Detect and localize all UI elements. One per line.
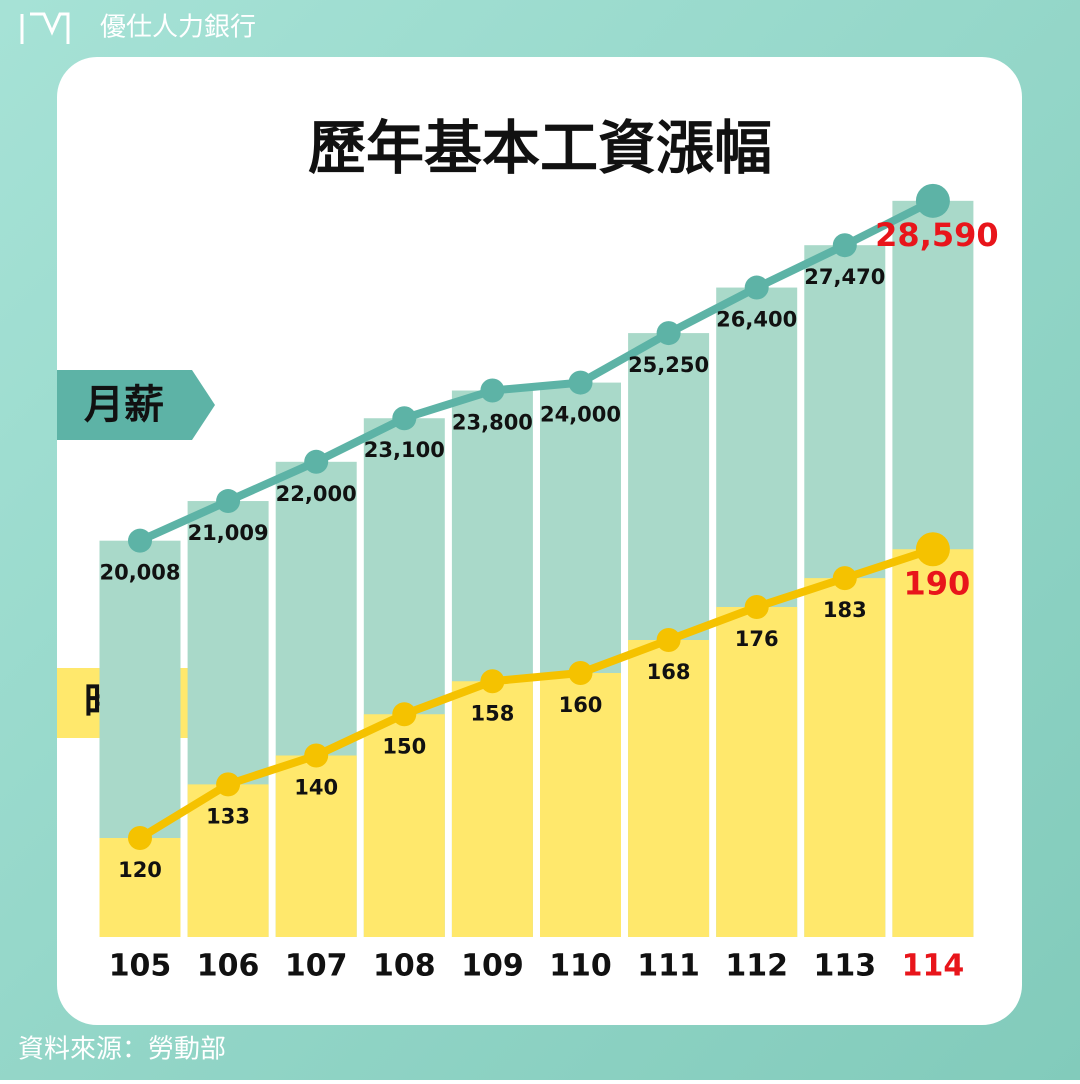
x-tick-label: 112 xyxy=(725,949,788,984)
data-label: 140 xyxy=(294,776,338,800)
data-label: 22,000 xyxy=(276,482,357,506)
data-label: 24,000 xyxy=(540,403,621,427)
point xyxy=(480,669,505,694)
data-label: 183 xyxy=(823,598,867,622)
data-label: 158 xyxy=(470,701,514,725)
point xyxy=(656,321,681,346)
x-tick-label: 106 xyxy=(197,949,260,984)
point xyxy=(480,378,505,403)
point xyxy=(656,628,681,652)
x-tick-label: 110 xyxy=(549,949,612,984)
bar xyxy=(892,549,974,937)
data-label: 150 xyxy=(382,734,426,758)
point xyxy=(568,661,593,685)
series-tag-label: 月薪 xyxy=(84,382,164,428)
data-label: 26,400 xyxy=(716,308,797,332)
data-label: 176 xyxy=(735,627,779,651)
data-label: 28,590 xyxy=(875,216,998,254)
point xyxy=(304,743,329,768)
point xyxy=(216,772,241,797)
point xyxy=(832,566,857,591)
data-label: 120 xyxy=(118,858,162,882)
line xyxy=(137,545,935,842)
point xyxy=(392,702,417,727)
source: 資料來源：勞動部 xyxy=(18,1035,226,1065)
point xyxy=(128,528,152,553)
point xyxy=(744,275,769,300)
data-label: 25,250 xyxy=(628,353,709,377)
bar xyxy=(187,784,269,937)
x-tick-label: 114 xyxy=(902,949,965,984)
point xyxy=(915,532,950,567)
bar xyxy=(275,755,357,937)
data-label: 160 xyxy=(559,693,603,717)
data-label: 133 xyxy=(206,804,250,828)
point xyxy=(216,489,241,514)
x-tick-label: 107 xyxy=(285,949,348,984)
bar xyxy=(716,607,798,937)
logo xyxy=(20,12,70,44)
point xyxy=(392,406,417,431)
data-label: 27,470 xyxy=(804,265,885,289)
bar xyxy=(540,673,621,937)
data-label: 21,009 xyxy=(188,521,269,545)
point xyxy=(304,449,329,474)
x-tick-label: 108 xyxy=(373,949,436,984)
x-tick-label: 113 xyxy=(813,949,876,984)
series-tag xyxy=(57,370,215,440)
line xyxy=(138,197,935,545)
data-label: 168 xyxy=(647,660,691,684)
x-tick-label: 105 xyxy=(109,949,172,984)
data-label: 190 xyxy=(904,564,971,602)
brand: 優仕人力銀行 xyxy=(100,13,256,43)
point xyxy=(568,370,593,395)
bar xyxy=(99,838,181,937)
data-label: 23,800 xyxy=(452,411,533,435)
x-tick-label: 109 xyxy=(461,949,524,984)
bar xyxy=(628,640,710,937)
point xyxy=(915,183,950,218)
point xyxy=(832,233,857,258)
data-label: 23,100 xyxy=(364,438,445,462)
point xyxy=(128,826,152,850)
bar xyxy=(363,714,445,937)
bar xyxy=(804,578,886,937)
chart-title: 歷年基本工資漲幅 xyxy=(308,114,772,182)
x-tick-label: 111 xyxy=(637,949,700,984)
point xyxy=(744,595,769,619)
bar xyxy=(451,681,533,937)
data-label: 20,008 xyxy=(99,561,180,585)
